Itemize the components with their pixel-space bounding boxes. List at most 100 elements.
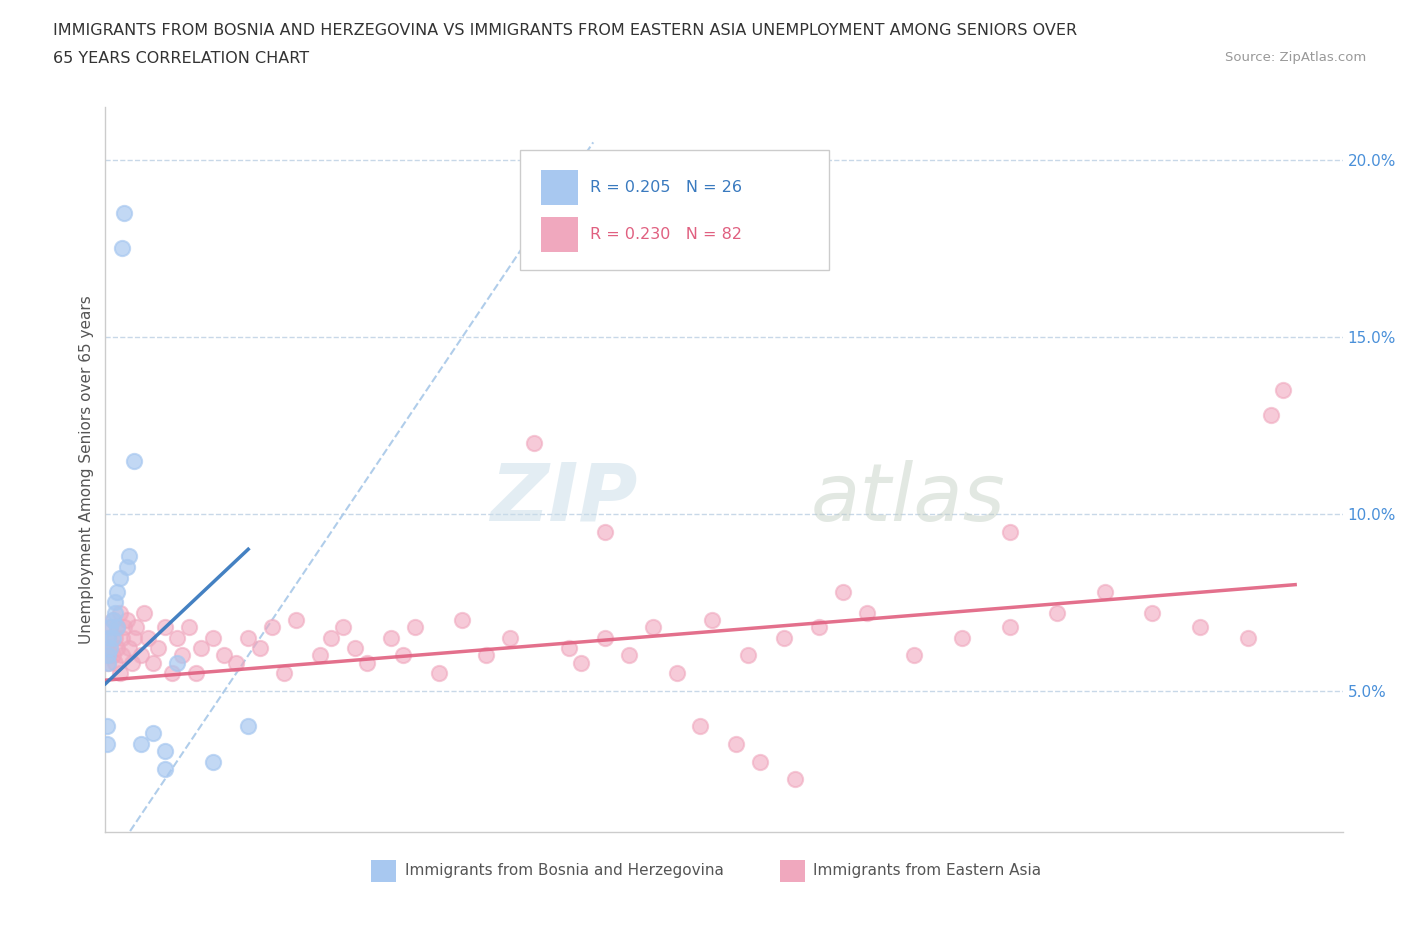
Point bbox=[132, 605, 155, 620]
Point bbox=[114, 206, 136, 220]
Point bbox=[260, 619, 283, 634]
Point bbox=[558, 641, 581, 656]
Point bbox=[118, 549, 141, 564]
Point bbox=[115, 613, 138, 628]
Point bbox=[308, 648, 330, 663]
Point bbox=[617, 648, 640, 663]
Text: atlas: atlas bbox=[811, 459, 1005, 538]
Text: Source: ZipAtlas.com: Source: ZipAtlas.com bbox=[1226, 51, 1367, 64]
Point bbox=[129, 737, 152, 751]
Point bbox=[153, 743, 176, 758]
Point bbox=[142, 655, 165, 670]
Point bbox=[475, 648, 498, 663]
Point bbox=[111, 241, 134, 256]
Point bbox=[97, 655, 120, 670]
Point bbox=[97, 655, 120, 670]
Point bbox=[122, 453, 145, 468]
Point bbox=[104, 595, 127, 610]
Point bbox=[97, 631, 120, 645]
Point bbox=[1236, 631, 1258, 645]
Point bbox=[332, 619, 354, 634]
Point bbox=[238, 631, 260, 645]
Point bbox=[190, 641, 212, 656]
Point bbox=[136, 631, 159, 645]
Point bbox=[104, 605, 127, 620]
Text: ZIP: ZIP bbox=[491, 459, 637, 538]
Point bbox=[427, 666, 450, 681]
Point bbox=[785, 772, 807, 787]
Point bbox=[523, 435, 546, 450]
Point bbox=[114, 619, 136, 634]
Point bbox=[115, 560, 138, 575]
Point bbox=[1046, 605, 1069, 620]
Point bbox=[104, 631, 127, 645]
Point bbox=[96, 737, 118, 751]
Point bbox=[344, 641, 367, 656]
Point bbox=[641, 619, 664, 634]
Bar bbox=[780, 860, 804, 882]
Point bbox=[321, 631, 343, 645]
Point bbox=[98, 619, 121, 634]
Point bbox=[97, 631, 120, 645]
Point bbox=[201, 631, 224, 645]
Point bbox=[950, 631, 973, 645]
Point bbox=[273, 666, 295, 681]
Point bbox=[569, 655, 592, 670]
Point bbox=[108, 570, 131, 585]
Point bbox=[125, 619, 148, 634]
Point bbox=[153, 619, 176, 634]
Point bbox=[96, 648, 118, 663]
Point bbox=[170, 648, 193, 663]
Point bbox=[1142, 605, 1164, 620]
Point bbox=[593, 525, 616, 539]
Point bbox=[101, 648, 124, 663]
Point bbox=[98, 641, 121, 656]
Point bbox=[122, 631, 145, 645]
Point bbox=[111, 648, 134, 663]
Point bbox=[101, 613, 124, 628]
Text: R = 0.205   N = 26: R = 0.205 N = 26 bbox=[591, 180, 742, 195]
Point bbox=[665, 666, 688, 681]
Point bbox=[724, 737, 747, 751]
Point bbox=[111, 631, 134, 645]
Point bbox=[832, 584, 855, 599]
Point bbox=[108, 605, 131, 620]
Point bbox=[998, 619, 1021, 634]
Point bbox=[153, 762, 176, 777]
Y-axis label: Unemployment Among Seniors over 65 years: Unemployment Among Seniors over 65 years bbox=[79, 296, 94, 644]
Point bbox=[121, 655, 143, 670]
Point bbox=[499, 631, 522, 645]
Bar bbox=[541, 170, 578, 205]
Point bbox=[593, 631, 616, 645]
Point bbox=[380, 631, 402, 645]
Point bbox=[284, 613, 307, 628]
Point bbox=[101, 631, 124, 645]
Point bbox=[101, 613, 124, 628]
Text: R = 0.230   N = 82: R = 0.230 N = 82 bbox=[591, 227, 742, 242]
Point bbox=[98, 641, 121, 656]
Point bbox=[451, 613, 474, 628]
Point bbox=[225, 655, 247, 670]
Point bbox=[356, 655, 378, 670]
Point bbox=[166, 631, 188, 645]
Point bbox=[177, 619, 200, 634]
Point bbox=[748, 754, 770, 769]
Point bbox=[689, 719, 711, 734]
Point bbox=[249, 641, 271, 656]
Point bbox=[1272, 382, 1295, 397]
FancyBboxPatch shape bbox=[520, 151, 830, 271]
Point bbox=[772, 631, 794, 645]
Point bbox=[129, 648, 152, 663]
Point bbox=[903, 648, 925, 663]
Text: IMMIGRANTS FROM BOSNIA AND HERZEGOVINA VS IMMIGRANTS FROM EASTERN ASIA UNEMPLOYM: IMMIGRANTS FROM BOSNIA AND HERZEGOVINA V… bbox=[53, 23, 1077, 38]
Point bbox=[238, 719, 260, 734]
Point bbox=[856, 605, 879, 620]
Point bbox=[1094, 584, 1116, 599]
Point bbox=[142, 725, 165, 740]
Bar bbox=[541, 218, 578, 252]
Point bbox=[105, 619, 128, 634]
Point bbox=[104, 655, 127, 670]
Point bbox=[146, 641, 169, 656]
Point bbox=[1188, 619, 1211, 634]
Bar bbox=[371, 860, 396, 882]
